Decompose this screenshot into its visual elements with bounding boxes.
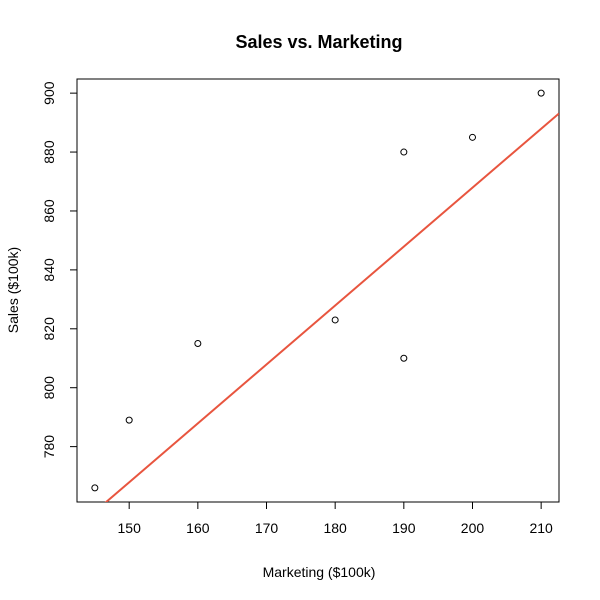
regression-line — [104, 112, 559, 502]
plot-frame — [76, 78, 560, 503]
x-tick-label: 180 — [323, 520, 347, 536]
y-tick-label: 820 — [41, 317, 57, 341]
x-tick-label: 210 — [529, 520, 553, 536]
x-tick-label: 190 — [392, 520, 416, 536]
data-point — [537, 89, 545, 97]
data-point — [194, 340, 202, 348]
data-point — [91, 484, 99, 492]
chart-title: Sales vs. Marketing — [235, 32, 402, 52]
data-point — [400, 354, 408, 362]
y-tick-label: 780 — [41, 435, 57, 459]
data-point — [331, 316, 339, 324]
data-point — [125, 416, 133, 424]
x-tick-label: 170 — [255, 520, 279, 536]
y-tick-label: 860 — [41, 199, 57, 223]
x-tick-label: 160 — [186, 520, 210, 536]
y-tick-label: 880 — [41, 140, 57, 164]
y-tick-label: 900 — [41, 81, 57, 105]
y-tick-label: 800 — [41, 376, 57, 400]
x-axis-label: Marketing ($100k) — [263, 564, 376, 580]
data-point — [400, 148, 408, 156]
plot-area: 150 160 170 180 190 200 210 780 800 820 840 860 880 9… — [41, 78, 560, 536]
data-point — [468, 133, 476, 141]
x-tick-label: 150 — [118, 520, 142, 536]
y-axis-label: Sales ($100k) — [5, 247, 21, 333]
x-tick-label: 200 — [461, 520, 485, 536]
y-tick-label: 840 — [41, 258, 57, 282]
